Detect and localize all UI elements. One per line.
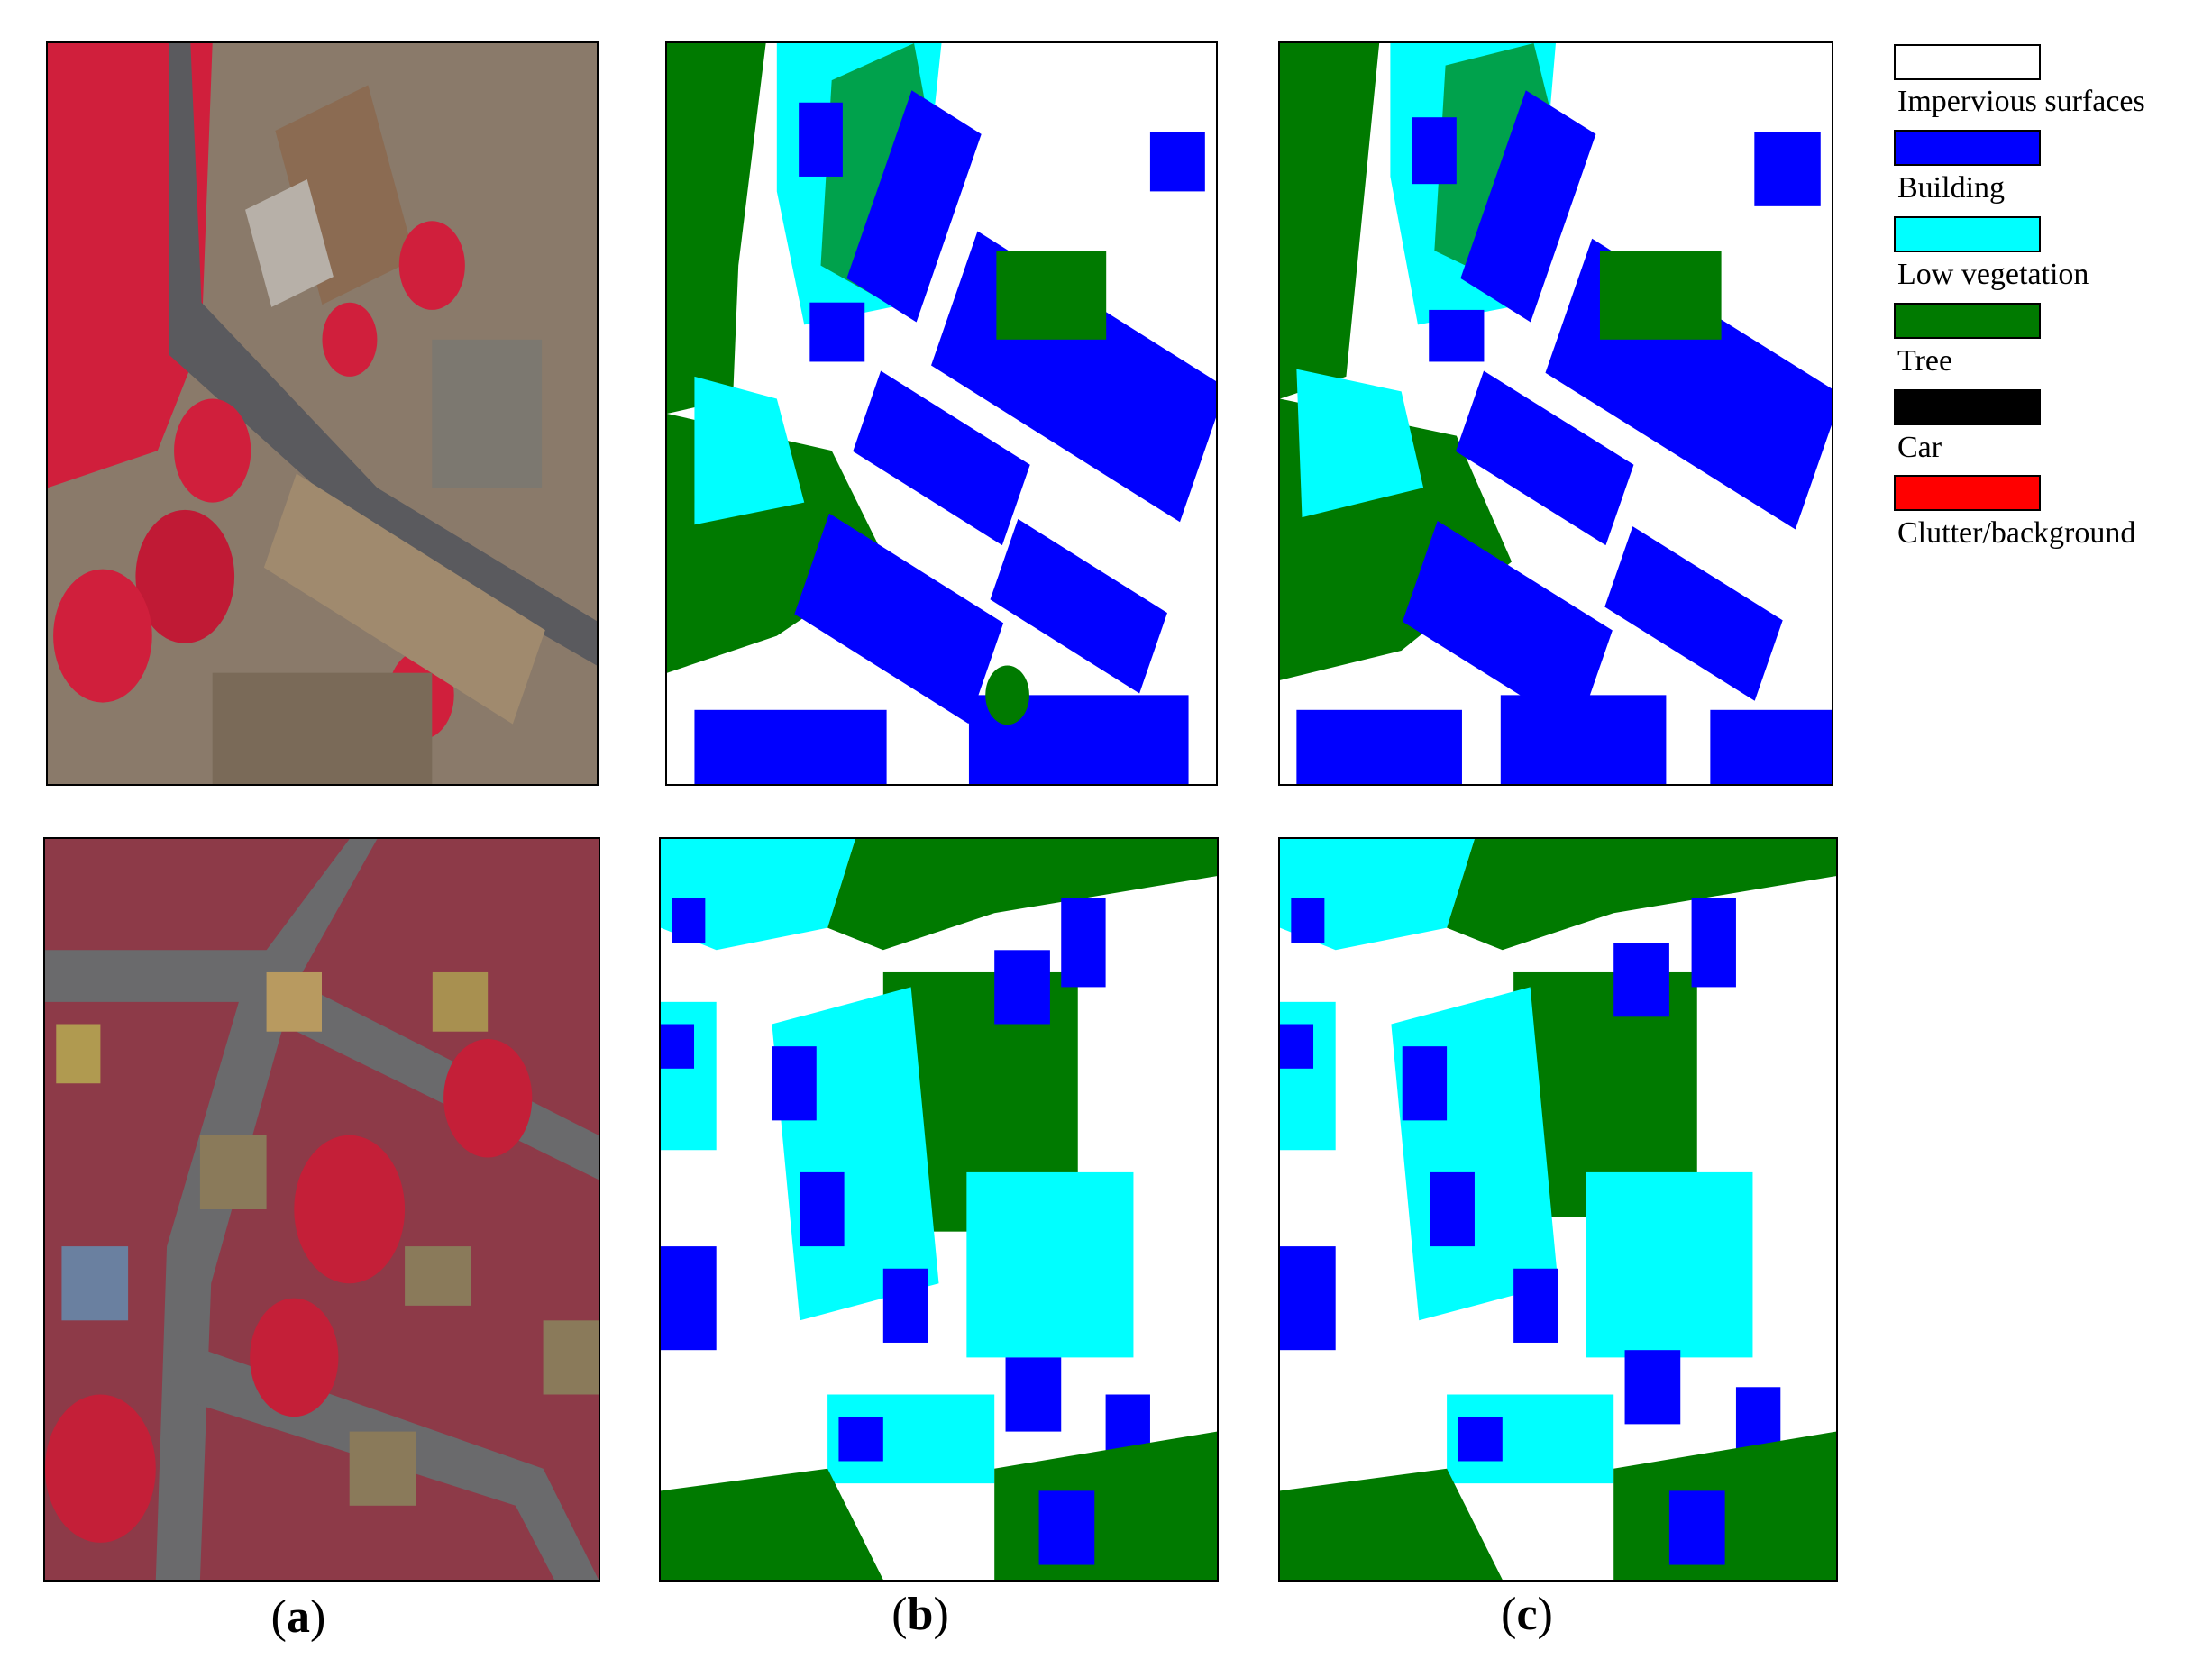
segmentation-map-2b	[659, 837, 1219, 1582]
aerial-image-2	[43, 837, 600, 1582]
legend-swatch-tree	[1894, 303, 2041, 339]
segmentation-map-1b	[665, 41, 1218, 786]
legend-swatch-clutter-background	[1894, 475, 2041, 511]
legend-swatch-low-vegetation	[1894, 216, 2041, 252]
legend-label-building: Building	[1897, 171, 2006, 205]
legend-label-clutter-background: Clutter/background	[1897, 516, 2136, 550]
legend-label-car: Car	[1897, 431, 1942, 464]
legend-swatch-car	[1894, 389, 2041, 425]
segmentation-map-2c	[1278, 837, 1838, 1582]
segmentation-map-1c	[1278, 41, 1833, 786]
legend-label-low-vegetation: Low vegetation	[1897, 258, 2089, 291]
legend-swatch-building	[1894, 130, 2041, 166]
caption-c: (c)	[1501, 1589, 1553, 1640]
legend-label-tree: Tree	[1897, 344, 1953, 378]
caption-b: (b)	[891, 1589, 949, 1640]
aerial-image-1	[46, 41, 599, 786]
legend-label-impervious-surfaces: Impervious surfaces	[1897, 85, 2145, 118]
caption-a: (a)	[270, 1591, 326, 1643]
legend-swatch-impervious-surfaces	[1894, 44, 2041, 80]
